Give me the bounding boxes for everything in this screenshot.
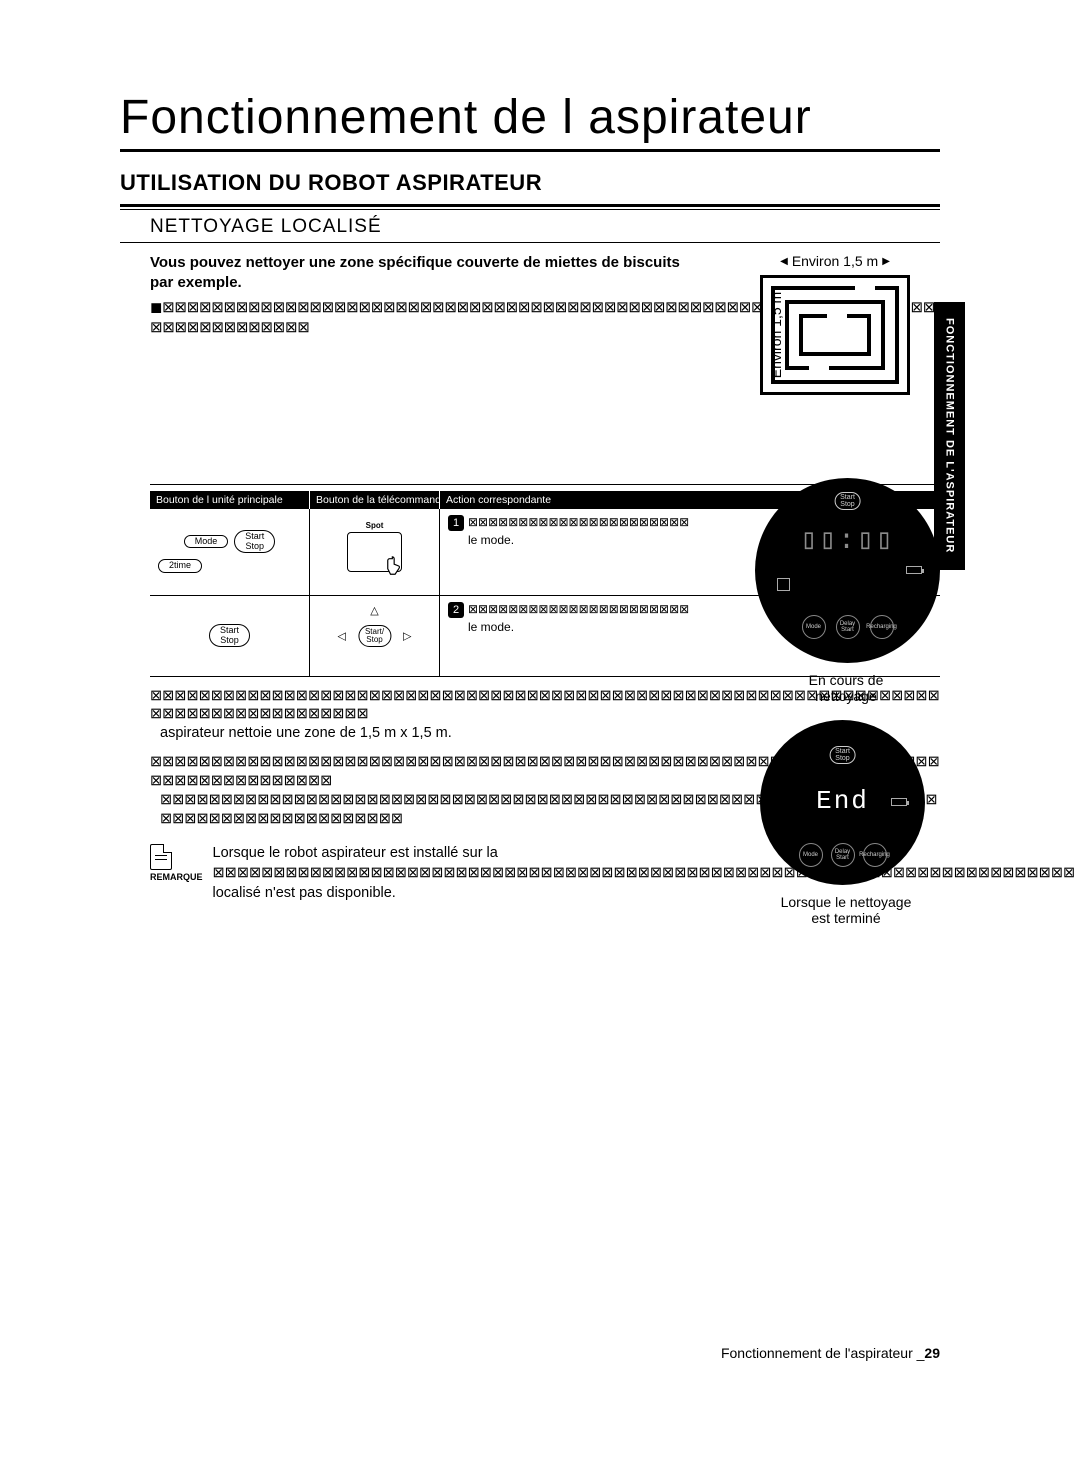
times-indicator: 2time [158,559,202,573]
robot-display-running: Start Stop ▯▯:▯▯ Mode Delay Start Rechar… [755,478,940,663]
display-delay-button: Delay Start [836,615,860,639]
battery-icon [906,566,922,574]
display-caption: Lorsque le nettoyageest terminé [736,894,956,928]
arrow-left-icon: ◀ [780,256,788,267]
step-number: 1 [448,515,464,531]
action-text: le mode. [448,620,514,634]
dpad-center-button[interactable]: Start/ Stop [358,625,391,647]
page-footer: Fonctionnement de l'aspirateur _29 [721,1345,940,1361]
dim-horizontal: Environ 1,5 m [792,253,878,269]
display-recharge-button: Recharging [870,615,894,639]
remark-label: REMARQUE [150,872,203,882]
remote-spot-button[interactable]: Spot [347,532,402,572]
start-stop-button[interactable]: Start Stop [234,530,275,554]
remote-dpad[interactable]: △ ◁ ▷ Start/ Stop [340,606,410,666]
display-mode-button: Mode [799,843,823,867]
triangle-up-icon: △ [370,604,378,617]
spiral-diagram: ◀ Environ 1,5 m ▶ Environ 1,5 m [730,253,940,395]
display-start-stop: Start Stop [829,746,856,764]
display-digits: ▯▯:▯▯ [755,522,940,557]
mode-button[interactable]: Mode [184,535,229,549]
robot-display-end: Start Stop End Mode Delay Start Rechargi… [760,720,925,885]
finger-icon [385,555,407,577]
display-start-stop: Start Stop [834,492,861,510]
note-icon [150,844,172,870]
garbled-text: ⊠⊠⊠⊠⊠⊠⊠⊠⊠⊠⊠⊠⊠⊠⊠⊠⊠⊠⊠⊠⊠⊠ [468,515,689,529]
remark-text: Lorsque le robot aspirateur est installé… [213,844,1076,864]
garbled-text: ⊠⊠⊠⊠⊠⊠⊠⊠⊠⊠⊠⊠⊠⊠⊠⊠⊠⊠⊠⊠⊠⊠ [468,602,689,616]
section-side-tab: FONCTIONNEMENT DE L'ASPIRATEUR [934,302,965,570]
garbled-text: ⊠⊠⊠⊠⊠⊠⊠⊠⊠⊠⊠⊠⊠⊠⊠⊠⊠⊠⊠⊠⊠⊠⊠⊠⊠⊠⊠⊠⊠⊠⊠⊠⊠⊠⊠⊠⊠⊠⊠⊠… [213,864,1076,884]
section-heading: UTILISATION DU ROBOT ASPIRATEUR [120,170,940,196]
mode-square-icon [777,578,790,591]
battery-icon [891,798,907,806]
action-text: le mode. [448,533,514,547]
arrow-right-icon: ▶ [882,256,890,267]
display-caption: En cours denettoyage [746,672,946,706]
triangle-left-icon: ◁ [338,629,346,642]
table-header: Bouton de la télécommande [310,491,440,509]
display-mode-button: Mode [802,615,826,639]
start-stop-button[interactable]: Start Stop [209,624,250,648]
display-delay-button: Delay Start [831,843,855,867]
subsection-heading: NETTOYAGE LOCALISÉ [150,216,940,238]
triangle-right-icon: ▷ [403,629,411,642]
rule [120,242,940,243]
rule-thick [120,204,940,210]
page-title: Fonctionnement de l aspirateur [120,90,940,152]
step-number: 2 [448,602,464,618]
display-recharge-button: Recharging [863,843,887,867]
intro-text: Vous pouvez nettoyer une zone spécifique… [150,253,690,292]
table-header: Bouton de l unité principale [150,491,310,509]
